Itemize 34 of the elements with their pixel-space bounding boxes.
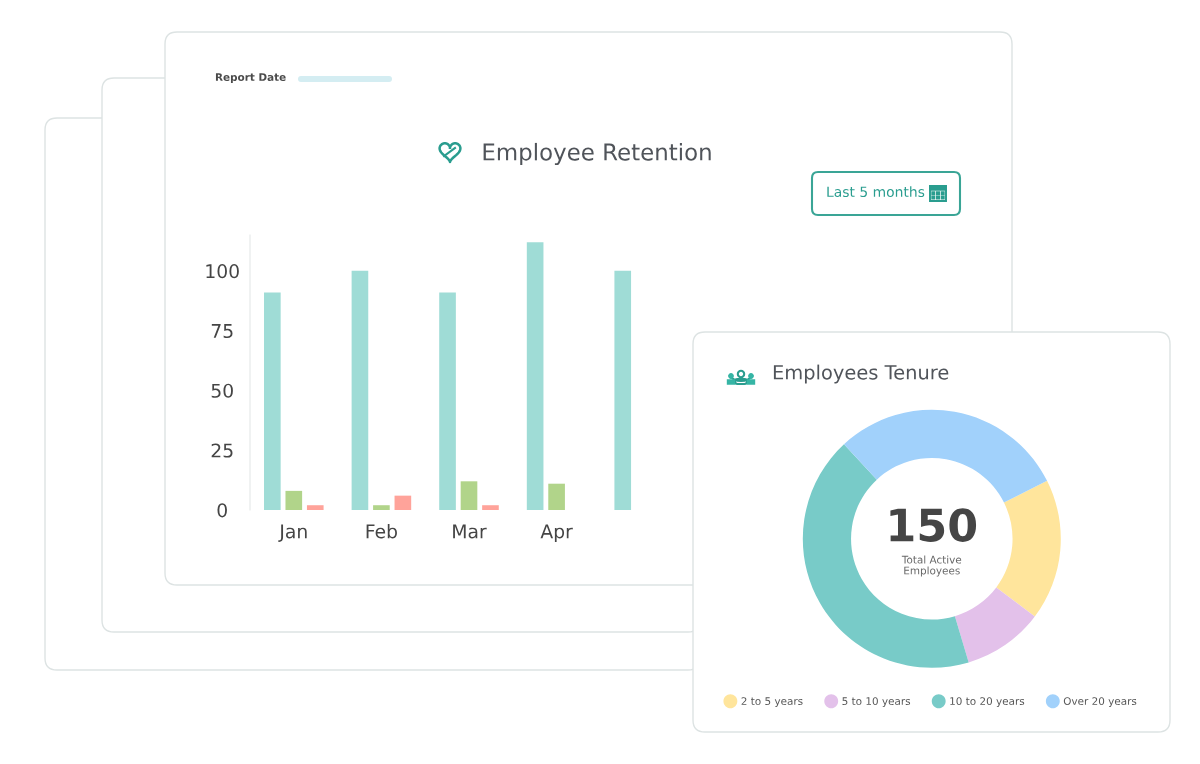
bar <box>351 270 369 510</box>
bar <box>439 292 456 510</box>
legend-label: Over 20 years <box>1063 697 1137 708</box>
y-tick-label: 25 <box>211 443 233 458</box>
bar <box>306 505 324 510</box>
y-tick-label: 0 <box>217 503 227 518</box>
legend-label: 10 to 20 years <box>950 697 1025 708</box>
bar <box>264 292 281 510</box>
bar <box>460 481 478 510</box>
bar <box>614 270 632 510</box>
bar <box>548 483 565 510</box>
text: Report Date <box>215 73 286 84</box>
y-tick-label: 75 <box>211 324 233 339</box>
bar <box>285 490 303 510</box>
text: Total Active Employees <box>901 555 962 577</box>
bar <box>394 495 412 510</box>
x-tick-label: Mar <box>453 524 487 539</box>
legend-label: 5 to 10 years <box>842 697 911 708</box>
chart-title: Employee Retention <box>483 142 711 166</box>
donut-slice <box>843 409 1048 503</box>
bar <box>526 242 544 510</box>
text: 150 <box>890 508 977 542</box>
bar <box>482 505 499 510</box>
legend-label: 2 to 5 years <box>741 697 803 708</box>
y-tick-label: 100 <box>206 264 239 279</box>
bar <box>373 505 390 510</box>
x-tick-label: Feb <box>366 523 397 539</box>
donut-slice <box>954 587 1035 663</box>
chart-title: Employees Tenure <box>773 364 949 384</box>
donut-slice <box>996 480 1061 617</box>
x-tick-label: Apr <box>540 524 573 543</box>
y-tick-label: 50 <box>211 383 233 398</box>
text: Last 5 months <box>827 186 925 198</box>
x-tick-label: Jan <box>278 524 307 542</box>
